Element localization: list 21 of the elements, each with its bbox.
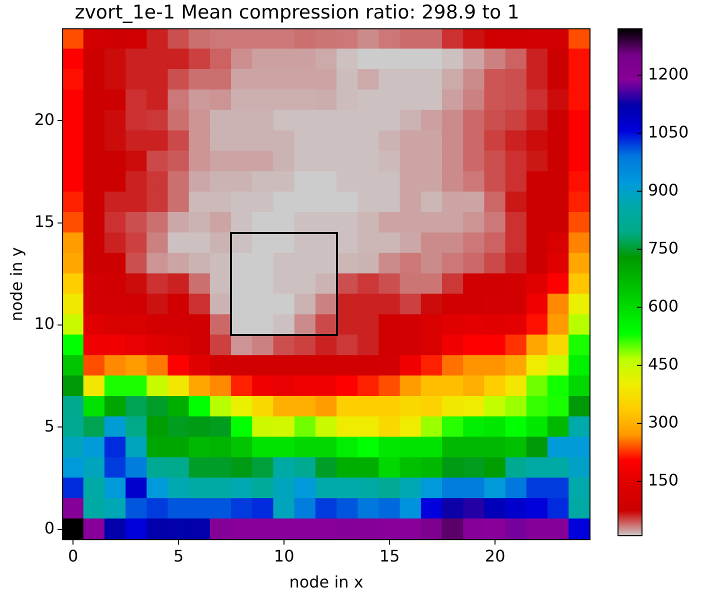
x-tick-label: 20 xyxy=(484,546,506,566)
y-tick-label: 15 xyxy=(34,212,55,232)
x-tick-label: 10 xyxy=(274,546,294,566)
color-bar-label: 300 xyxy=(648,412,679,432)
y-axis-title: node in y xyxy=(6,247,26,322)
y-tick-label: 10 xyxy=(34,314,55,334)
color-bar-label: 450 xyxy=(648,354,679,374)
color-bar-label: 1050 xyxy=(648,122,689,142)
x-tick-label: 0 xyxy=(68,546,78,566)
color-bar-label: 600 xyxy=(648,296,679,316)
x-axis-title: node in x xyxy=(289,572,364,592)
chart-title: zvort_1e-1 Mean compression ratio: 298.9 to 1 xyxy=(74,1,520,24)
color-bar-label: 1200 xyxy=(648,64,689,84)
x-tick-label: 5 xyxy=(174,546,184,566)
color-bar-label: 900 xyxy=(648,180,679,200)
color-bar-label: 150 xyxy=(648,470,679,490)
y-tick-label: 0 xyxy=(44,518,55,538)
y-tick-label: 20 xyxy=(34,110,55,129)
x-tick-label: 15 xyxy=(379,546,400,566)
color-bar-label: 750 xyxy=(648,238,679,258)
y-tick-label: 5 xyxy=(44,416,55,436)
